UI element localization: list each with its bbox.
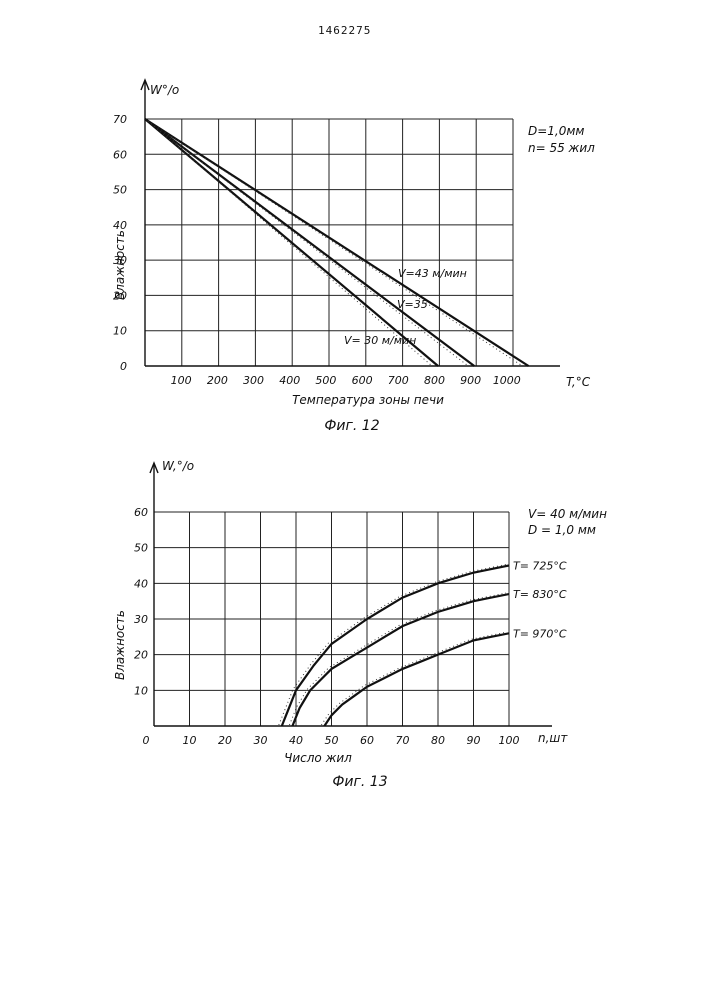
fig13-xlabel: Число жил (284, 751, 352, 765)
figure-13: 10 20 30 40 50 60 0 10 20 30 40 50 60 70 80 90 100 W,°/o В… (113, 459, 607, 790)
patent-page: 1462275 01020304050607010020030040050060… (0, 0, 707, 1000)
figures-canvas: 0102030405060701002003004005006007008009… (0, 0, 707, 1000)
fig13-x-tick-label: 30 (254, 734, 268, 747)
fig12-series-label: V=35 (397, 298, 428, 311)
fig12-y-tick-label: 0 (120, 360, 127, 373)
fig13-series-curve (324, 633, 509, 726)
fig13-series-curve (292, 594, 509, 726)
fig12-param-n: n= 55 жил (528, 141, 595, 155)
fig13-y-tick-label: 50 (134, 542, 148, 555)
fig13-x-tick-label: 0 (143, 734, 150, 747)
fig13-x-tick-label: 10 (183, 734, 197, 747)
fig13-series-label: T= 970°C (513, 627, 567, 640)
fig12-caption: Фиг. 12 (324, 418, 379, 434)
figure-12: 0102030405060701002003004005006007008009… (113, 80, 595, 434)
fig12-x-tick-label: 600 (352, 374, 373, 387)
fig12-y-unit: W°/o (150, 83, 179, 97)
fig12-param-d: D=1,0мм (528, 124, 584, 138)
fig12-ylabel: Влажность (113, 230, 127, 300)
fig13-x-tick-label: 40 (289, 734, 303, 747)
fig12-series-line (145, 119, 529, 366)
fig12-series-dots (148, 121, 432, 366)
fig12-y-tick-label: 60 (113, 148, 127, 161)
fig13-x-unit: n,шт (538, 731, 568, 745)
fig12-x-tick-label: 500 (315, 374, 336, 387)
fig13-series-label: T= 725°C (513, 560, 567, 573)
fig13-y-tick-label: 30 (134, 613, 148, 626)
fig13-series-dots (321, 632, 506, 725)
fig12-series-line (145, 119, 438, 366)
fig13-x-tick-label: 70 (396, 734, 410, 747)
fig13-y-tick-label: 40 (134, 577, 148, 590)
fig12-y-tick-label: 70 (113, 113, 127, 126)
fig12-x-tick-label: 800 (424, 374, 445, 387)
fig12-x-tick-label: 900 (460, 374, 481, 387)
fig13-x-tick-label: 60 (360, 734, 374, 747)
fig13-x-tick-label: 20 (218, 734, 232, 747)
fig13-x-tick-label: 80 (431, 734, 445, 747)
fig13-x-tick-label: 50 (325, 734, 339, 747)
fig12-series-label: V= 30 м/мин (344, 334, 416, 347)
fig12-x-tick-label: 1000 (493, 374, 521, 387)
fig12-x-tick-label: 400 (279, 374, 300, 387)
fig13-x-tick-label: 90 (467, 734, 481, 747)
fig12-x-tick-label: 700 (388, 374, 409, 387)
fig13-y-tick-label: 60 (134, 506, 148, 519)
fig13-ylabel: Влажность (113, 610, 127, 680)
fig13-y-unit: W,°/o (162, 459, 194, 473)
fig13-y-tick-label: 10 (134, 684, 148, 697)
fig13-caption: Фиг. 13 (332, 774, 387, 790)
fig13-param-v: V= 40 м/мин (528, 507, 607, 521)
fig12-x-tick-label: 100 (171, 374, 192, 387)
fig13-series-dots (279, 565, 506, 726)
fig12-x-tick-label: 300 (243, 374, 264, 387)
fig12-series-label: V=43 м/мин (398, 267, 467, 280)
fig13-y-tick-label: 20 (134, 649, 148, 662)
fig12-y-tick-label: 50 (113, 184, 127, 197)
fig12-y-tick-label: 10 (113, 325, 127, 338)
fig12-xlabel: Температура зоны печи (292, 393, 444, 407)
fig13-param-d: D = 1,0 мм (528, 523, 596, 537)
fig13-series-curve (282, 566, 509, 727)
fig13-x-tick-label: 100 (499, 734, 520, 747)
fig12-x-unit: T,°C (566, 375, 591, 389)
fig12-y-tick-label: 40 (113, 219, 127, 232)
fig12-x-tick-label: 200 (207, 374, 228, 387)
fig13-series-label: T= 830°C (513, 588, 567, 601)
fig12-series-dots (148, 121, 468, 366)
fig12-series-line (145, 119, 474, 366)
